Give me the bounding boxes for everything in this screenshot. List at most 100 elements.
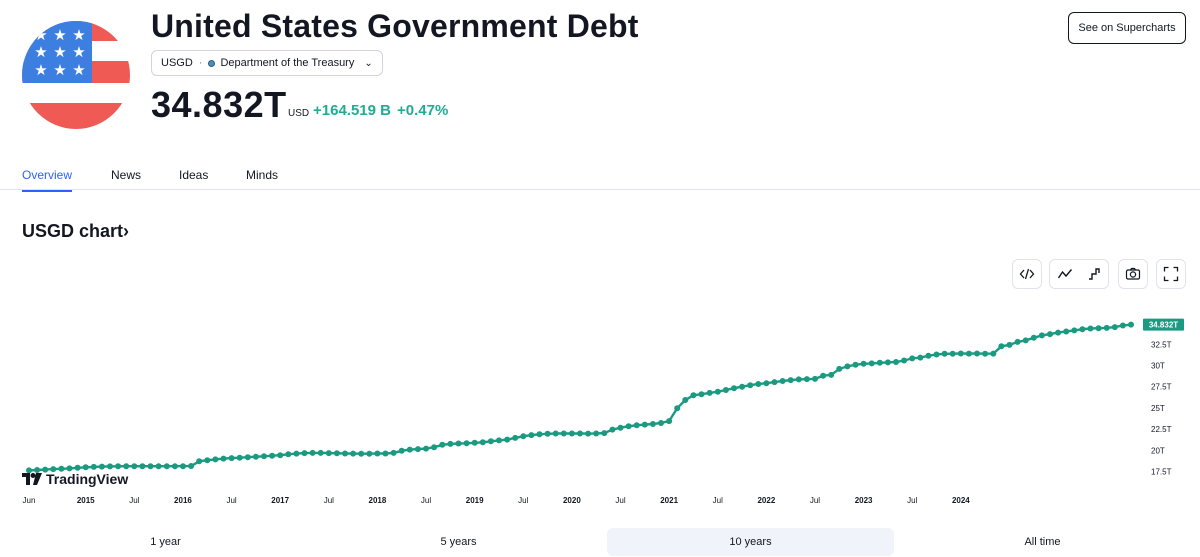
debt-line-chart[interactable]: 17.5T 20T 22.5T 25T 27.5T 30T 32.5T Jun 2015 Jul… [0, 300, 1200, 515]
svg-text:★: ★ [34, 26, 47, 44]
data-point [795, 376, 802, 383]
data-point [34, 467, 41, 473]
embed-button[interactable] [1012, 259, 1042, 289]
data-point [50, 466, 57, 473]
data-point [1087, 325, 1094, 332]
data-point [26, 467, 32, 474]
data-point [763, 380, 770, 387]
y-axis: 17.5T 20T 22.5T 25T 27.5T 30T 32.5T [1151, 340, 1172, 476]
data-point [698, 391, 705, 398]
range-1-year[interactable]: 1 year [150, 536, 181, 548]
tradingview-logo[interactable]: TradingView [22, 471, 128, 487]
data-point [236, 454, 243, 461]
chart-heading-text: USGD chart [22, 221, 124, 241]
snapshot-button[interactable] [1118, 259, 1148, 289]
currency-label: USD [288, 108, 310, 119]
tab-overview[interactable]: Overview [22, 168, 73, 192]
change-percent: +0.47% [396, 102, 449, 119]
data-point [568, 430, 575, 437]
data-point [58, 465, 65, 472]
source-label: Department of the Treasury [220, 57, 355, 69]
x-tick-label: 2018 [369, 496, 387, 505]
data-point [423, 445, 429, 452]
data-point [884, 359, 891, 366]
chart-style-group [1049, 259, 1109, 289]
x-tick-label: Jul [713, 496, 723, 505]
svg-text:★: ★ [53, 43, 66, 61]
y-tick-label: 27.5T [1151, 383, 1172, 392]
x-tick-label: Jul [518, 496, 528, 505]
data-point [504, 436, 511, 443]
data-point [196, 458, 203, 465]
x-tick-label: Jul [324, 496, 334, 505]
data-point [1119, 322, 1126, 329]
data-point [131, 463, 138, 470]
symbol-source-selector[interactable]: USGD · Department of the Treasury ⌄ [151, 50, 383, 76]
data-point [333, 450, 340, 457]
data-point [463, 440, 470, 447]
data-point [957, 350, 964, 357]
y-tick-label: 25T [1151, 404, 1165, 413]
data-point [739, 383, 746, 390]
step-chart-icon [1089, 268, 1100, 280]
range-10-years[interactable]: 10 years [607, 528, 894, 556]
line-chart-icon [1057, 269, 1073, 279]
data-point [1014, 338, 1021, 345]
x-tick-label: Jul [907, 496, 917, 505]
data-point [852, 361, 859, 368]
line-chart-button[interactable] [1050, 259, 1080, 289]
data-point [1071, 327, 1078, 334]
fullscreen-button[interactable] [1156, 259, 1186, 289]
us-flag-logo: ★ ★ ★ ★ ★ ★ ★ ★ ★ [22, 21, 130, 129]
data-point [601, 430, 608, 437]
last-value-label: 34.832T [1149, 321, 1178, 330]
data-point [625, 423, 632, 430]
tab-minds[interactable]: Minds [246, 168, 279, 182]
data-point [722, 387, 729, 393]
tab-news[interactable]: News [111, 168, 142, 182]
step-chart-button[interactable] [1080, 259, 1110, 289]
chart-heading-link[interactable]: USGD chart› [22, 221, 129, 242]
x-tick-label: 2021 [660, 496, 678, 505]
x-tick-label: Jul [421, 496, 431, 505]
data-point [147, 463, 154, 470]
data-point [1038, 332, 1045, 339]
data-point [536, 431, 543, 438]
chevron-down-icon: ⌄ [364, 57, 373, 69]
data-point [317, 449, 324, 456]
data-point [731, 385, 737, 392]
range-5-years[interactable]: 5 years [440, 536, 477, 548]
data-point [844, 363, 851, 370]
x-tick-label: 2020 [563, 496, 581, 505]
data-point [269, 452, 276, 459]
data-point [965, 350, 972, 357]
range-all-time[interactable]: All time [1024, 536, 1061, 548]
svg-text:★: ★ [72, 61, 85, 79]
data-point [593, 430, 600, 437]
data-point [188, 463, 195, 469]
series-line [28, 323, 1132, 472]
data-point [812, 375, 818, 382]
y-tick-label: 20T [1151, 446, 1165, 455]
data-point [893, 359, 899, 365]
data-point [998, 343, 1005, 350]
data-point [649, 421, 656, 427]
data-point [528, 432, 535, 439]
data-point [107, 463, 113, 470]
y-tick-label: 17.5T [1151, 468, 1172, 477]
data-point [309, 449, 316, 456]
data-point [285, 451, 292, 458]
data-point [520, 433, 527, 440]
y-tick-label: 32.5T [1151, 340, 1172, 349]
see-on-supercharts-button[interactable]: See on Supercharts [1068, 12, 1186, 44]
embed-code-icon [1019, 268, 1035, 280]
data-point [933, 351, 940, 358]
data-point [1095, 325, 1102, 332]
data-point [860, 360, 867, 367]
tab-ideas[interactable]: Ideas [179, 168, 209, 182]
price-value: 34.832T [151, 84, 287, 126]
data-point [82, 464, 89, 471]
data-point [747, 382, 754, 389]
data-point [868, 360, 875, 367]
data-point [1030, 334, 1037, 341]
